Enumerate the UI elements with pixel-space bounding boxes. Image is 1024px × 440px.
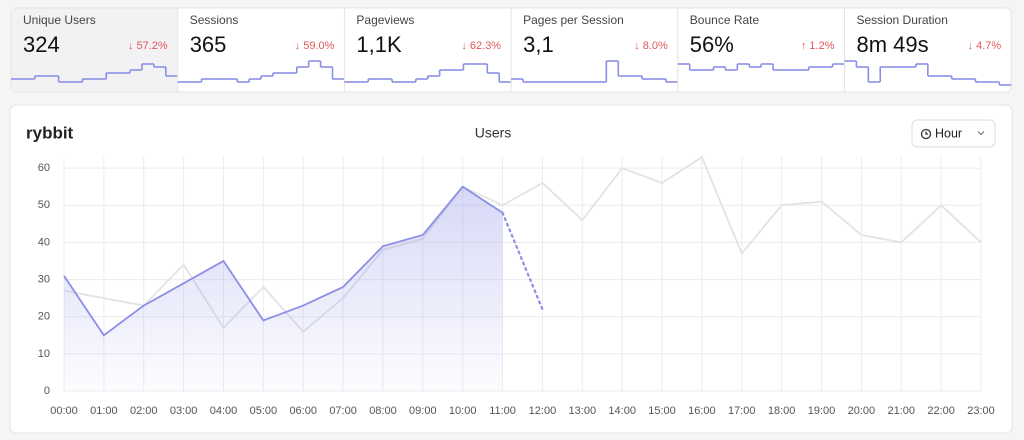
x-tick-label: 19:00 [808, 405, 836, 417]
x-tick-label: 17:00 [728, 405, 756, 417]
x-tick-label: 06:00 [289, 405, 317, 417]
x-tick-label: 10:00 [449, 405, 477, 417]
card-value: 56% [690, 32, 734, 57]
x-tick-label: 09:00 [409, 405, 437, 417]
x-tick-label: 15:00 [648, 405, 676, 417]
card-value: 365 [190, 32, 227, 57]
x-tick-label: 08:00 [369, 405, 397, 417]
card-value: 324 [23, 32, 60, 57]
card-change: ↓ 4.7% [968, 40, 1002, 52]
x-tick-label: 05:00 [250, 405, 278, 417]
card-change: ↑ 1.2% [801, 40, 835, 52]
card-value: 8m 49s [857, 32, 929, 57]
x-tick-label: 04:00 [210, 405, 238, 417]
y-tick-label: 20 [38, 311, 50, 323]
card-change: ↓ 57.2% [128, 40, 168, 52]
y-tick-label: 0 [44, 385, 50, 397]
y-tick-label: 40 [38, 236, 50, 248]
x-tick-label: 16:00 [688, 405, 716, 417]
current-area [64, 186, 503, 391]
y-tick-label: 60 [38, 162, 50, 174]
card-value: 3,1 [523, 32, 554, 57]
y-tick-label: 10 [38, 348, 50, 360]
x-tick-label: 11:00 [489, 405, 516, 417]
x-tick-label: 03:00 [170, 405, 198, 417]
x-tick-label: 01:00 [90, 405, 118, 417]
x-tick-label: 18:00 [768, 405, 796, 417]
card-change: ↓ 8.0% [634, 40, 668, 52]
x-tick-label: 00:00 [50, 405, 78, 417]
x-tick-label: 13:00 [569, 405, 597, 417]
card-label: Pages per Session [523, 13, 624, 27]
card-label: Unique Users [23, 13, 96, 27]
x-tick-label: 23:00 [967, 405, 995, 417]
x-tick-label: 20:00 [848, 405, 876, 417]
projected-line [501, 211, 544, 311]
x-tick-label: 12:00 [529, 405, 557, 417]
interval-label: Hour [935, 126, 962, 140]
y-tick-label: 30 [38, 273, 50, 285]
x-tick-label: 07:00 [329, 405, 357, 417]
current-line [63, 185, 504, 337]
x-tick-label: 21:00 [887, 405, 915, 417]
card-label: Bounce Rate [690, 13, 760, 27]
x-tick-label: 02:00 [130, 405, 158, 417]
card-value: 1,1K [356, 32, 402, 57]
brand: rybbit [26, 123, 74, 142]
y-tick-label: 50 [38, 199, 50, 211]
interval-button[interactable]: Hour [911, 119, 996, 148]
card-change: ↓ 62.3% [461, 40, 501, 52]
x-tick-label: 14:00 [608, 405, 636, 417]
card-label: Sessions [190, 13, 239, 27]
x-tick-label: 22:00 [927, 405, 955, 417]
card-change: ↓ 59.0% [295, 40, 335, 52]
chart-title: Users [475, 125, 512, 141]
card-label: Session Duration [857, 13, 948, 27]
card-label: Pageviews [356, 13, 414, 27]
card-selected [11, 8, 178, 92]
